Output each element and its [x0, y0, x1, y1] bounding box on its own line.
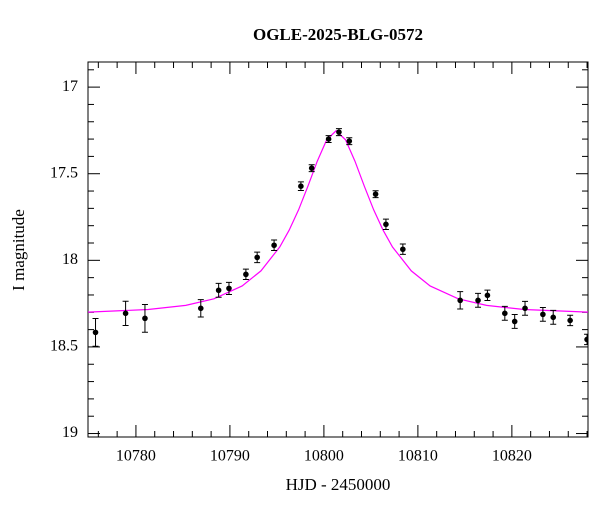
x-tick-label: 10800: [304, 448, 344, 465]
data-point: [254, 254, 260, 261]
data-point: [226, 285, 232, 292]
data-point: [325, 136, 332, 142]
y-axis-label: I magnitude: [9, 209, 28, 291]
data-point: [502, 310, 508, 317]
data-point: [372, 191, 379, 197]
data-point: [197, 305, 204, 312]
data-point: [400, 246, 406, 253]
data-point: [540, 311, 546, 318]
x-tick-label: 10790: [210, 448, 250, 465]
data-point: [243, 271, 249, 278]
data-point: [522, 305, 528, 312]
data-point: [550, 314, 557, 321]
y-tick-label: 18: [62, 251, 78, 268]
model-curve: [87, 129, 589, 313]
data-point: [484, 292, 491, 299]
x-tick-label: 10810: [398, 448, 438, 465]
plot-frame: [87, 61, 589, 438]
data-point: [92, 329, 99, 336]
y-tick-label: 19: [62, 424, 78, 441]
data-point: [122, 310, 129, 317]
data-point: [142, 315, 148, 322]
x-tick-label: 10820: [492, 448, 532, 465]
y-tick-label: 17.5: [50, 164, 78, 181]
data-point: [298, 183, 304, 189]
data-point: [383, 221, 389, 228]
data-point: [271, 242, 277, 249]
data-point: [475, 297, 481, 304]
data-point: [511, 318, 518, 325]
data-point: [457, 297, 463, 304]
data-point: [215, 287, 222, 294]
chart-title: OGLE-2025-BLG-0572: [253, 25, 423, 44]
x-axis-label: HJD - 2450000: [286, 475, 391, 494]
data-point: [336, 129, 342, 135]
data-point: [584, 336, 588, 343]
y-tick-label: 17: [62, 78, 78, 95]
data-point: [308, 165, 315, 171]
x-tick-label: 10780: [116, 448, 156, 465]
y-tick-label: 18.5: [50, 338, 78, 355]
data-point: [567, 317, 573, 324]
data-point: [346, 138, 353, 144]
